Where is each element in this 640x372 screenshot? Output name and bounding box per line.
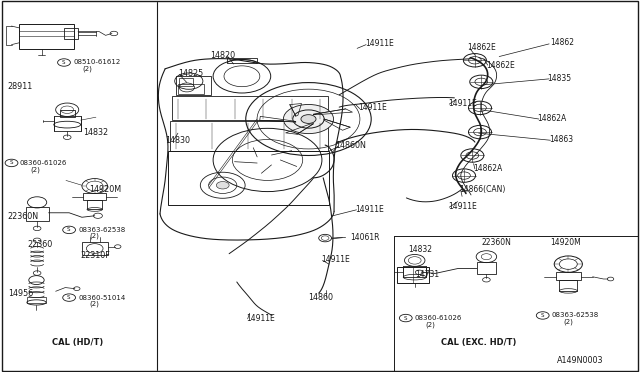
Bar <box>477 262 496 274</box>
Text: 14860N: 14860N <box>335 141 365 150</box>
Text: 14830: 14830 <box>165 136 190 145</box>
Bar <box>397 267 429 283</box>
Bar <box>556 272 581 280</box>
Text: S: S <box>9 160 13 166</box>
Text: 14911E: 14911E <box>355 205 384 214</box>
Bar <box>82 242 108 255</box>
Bar <box>170 121 328 151</box>
Bar <box>87 200 102 209</box>
Text: CAL (EXC. HD/T): CAL (EXC. HD/T) <box>441 338 516 347</box>
Bar <box>179 78 193 86</box>
Text: 14862A: 14862A <box>538 114 567 123</box>
Text: S: S <box>67 295 70 300</box>
Text: S: S <box>403 315 407 321</box>
Bar <box>54 116 81 131</box>
Text: 08510-61612: 08510-61612 <box>74 60 121 65</box>
Circle shape <box>216 182 229 189</box>
Text: (2): (2) <box>90 301 99 307</box>
Bar <box>83 193 106 200</box>
Text: 14860: 14860 <box>308 293 333 302</box>
Text: 14920M: 14920M <box>90 185 122 194</box>
Text: CAL (HD/T): CAL (HD/T) <box>52 338 104 347</box>
Text: 14911E: 14911E <box>448 202 477 211</box>
Text: 14862E: 14862E <box>486 61 515 70</box>
Text: 14862: 14862 <box>550 38 575 47</box>
Text: 14862E: 14862E <box>467 43 496 52</box>
Text: (2): (2) <box>90 232 99 239</box>
Text: 14825: 14825 <box>178 69 203 78</box>
Text: (2): (2) <box>563 318 573 325</box>
Bar <box>403 266 426 277</box>
Bar <box>172 96 328 120</box>
Text: 22360N: 22360N <box>481 238 511 247</box>
Text: 14835: 14835 <box>547 74 572 83</box>
Text: 08360-61026: 08360-61026 <box>19 160 67 166</box>
Bar <box>168 151 329 205</box>
Circle shape <box>301 115 316 124</box>
Text: 14911E: 14911E <box>365 39 394 48</box>
Text: 14911E: 14911E <box>448 99 477 108</box>
Text: S: S <box>67 227 70 232</box>
Text: 14731: 14731 <box>415 270 439 279</box>
Text: 14920M: 14920M <box>550 238 581 247</box>
Text: (2): (2) <box>82 65 92 72</box>
Text: 22360N: 22360N <box>8 212 39 221</box>
Text: 14911E: 14911E <box>358 103 387 112</box>
Text: 08360-51014: 08360-51014 <box>78 295 125 301</box>
Text: (2): (2) <box>31 166 40 173</box>
Bar <box>559 280 577 291</box>
Bar <box>64 28 78 39</box>
Text: 08363-62538: 08363-62538 <box>78 227 125 233</box>
Text: 14956: 14956 <box>8 289 33 298</box>
Text: 14863: 14863 <box>549 135 573 144</box>
Bar <box>60 110 75 117</box>
Bar <box>19 24 74 49</box>
Bar <box>227 58 257 63</box>
Bar <box>176 76 211 95</box>
Text: (2): (2) <box>426 321 435 328</box>
Text: 14061R: 14061R <box>350 233 380 242</box>
Text: 28911: 28911 <box>8 82 33 91</box>
Text: S: S <box>61 60 65 65</box>
Circle shape <box>284 105 333 134</box>
Text: 14820: 14820 <box>210 51 235 60</box>
Text: 22360: 22360 <box>27 240 52 249</box>
Bar <box>27 297 46 303</box>
Text: 14911E: 14911E <box>321 255 350 264</box>
Text: 14862A: 14862A <box>474 164 503 173</box>
Text: 08363-62538: 08363-62538 <box>552 312 599 318</box>
Text: S: S <box>540 313 544 318</box>
Text: 08360-61026: 08360-61026 <box>415 315 462 321</box>
Text: A149N0003: A149N0003 <box>557 356 604 365</box>
Bar <box>26 207 49 221</box>
Text: 14832: 14832 <box>408 246 433 254</box>
Text: 14911E: 14911E <box>246 314 275 323</box>
Text: 14832: 14832 <box>83 128 108 137</box>
Bar <box>178 84 204 94</box>
Text: 14866(CAN): 14866(CAN) <box>460 185 506 194</box>
Text: 22310F: 22310F <box>80 251 109 260</box>
